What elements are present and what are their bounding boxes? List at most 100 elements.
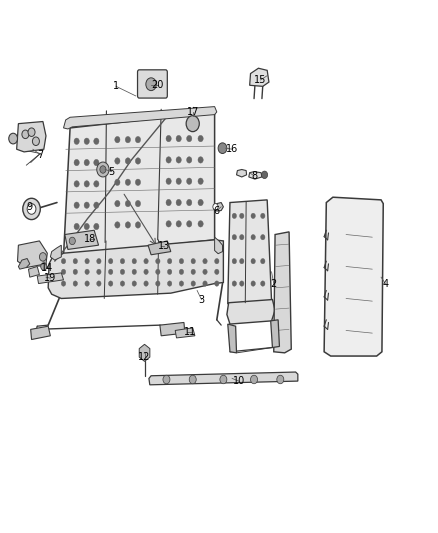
Circle shape (179, 281, 184, 286)
Circle shape (220, 375, 227, 384)
Polygon shape (28, 266, 39, 277)
Circle shape (251, 281, 255, 286)
Circle shape (166, 135, 171, 142)
Circle shape (191, 259, 195, 264)
Circle shape (94, 159, 99, 166)
Circle shape (84, 138, 89, 144)
Circle shape (187, 157, 192, 163)
Circle shape (73, 269, 78, 274)
Text: 1: 1 (113, 82, 119, 91)
Circle shape (109, 269, 113, 274)
Text: 5: 5 (109, 167, 115, 176)
Circle shape (61, 281, 66, 286)
Circle shape (167, 269, 172, 274)
Circle shape (125, 158, 131, 164)
Circle shape (215, 269, 219, 274)
Circle shape (135, 179, 141, 185)
Text: 4: 4 (382, 279, 389, 288)
Circle shape (132, 259, 137, 264)
Circle shape (125, 222, 131, 228)
Polygon shape (237, 169, 247, 177)
Circle shape (22, 130, 29, 139)
Text: 3: 3 (198, 295, 205, 304)
Circle shape (120, 259, 125, 264)
Circle shape (166, 199, 171, 206)
Polygon shape (48, 240, 223, 298)
Text: 14: 14 (41, 263, 53, 272)
Text: 15: 15 (254, 75, 267, 85)
Circle shape (166, 178, 171, 184)
Polygon shape (215, 237, 223, 254)
Circle shape (61, 269, 66, 274)
Circle shape (176, 178, 181, 184)
Circle shape (132, 269, 137, 274)
Circle shape (9, 133, 18, 144)
Circle shape (215, 259, 219, 264)
Circle shape (176, 135, 181, 142)
Circle shape (187, 135, 192, 142)
Circle shape (27, 204, 36, 214)
Circle shape (251, 213, 255, 219)
Circle shape (198, 199, 203, 206)
Polygon shape (64, 112, 215, 256)
Circle shape (135, 136, 141, 143)
Polygon shape (37, 273, 64, 284)
Text: 6: 6 (214, 206, 220, 215)
Polygon shape (175, 328, 195, 338)
Polygon shape (148, 241, 171, 255)
Circle shape (240, 235, 244, 240)
Circle shape (198, 157, 203, 163)
Circle shape (135, 222, 141, 228)
Circle shape (120, 269, 125, 274)
Polygon shape (228, 200, 272, 304)
Polygon shape (31, 326, 50, 340)
Polygon shape (64, 107, 217, 129)
Circle shape (213, 204, 218, 210)
Circle shape (61, 259, 66, 264)
Circle shape (155, 269, 160, 274)
Circle shape (251, 375, 258, 384)
Circle shape (97, 281, 101, 286)
Circle shape (251, 235, 255, 240)
Circle shape (100, 166, 106, 173)
Circle shape (97, 269, 101, 274)
Text: 16: 16 (226, 144, 238, 154)
Text: 8: 8 (251, 171, 257, 181)
Circle shape (115, 136, 120, 143)
Polygon shape (160, 322, 185, 336)
Circle shape (198, 178, 203, 184)
Polygon shape (214, 203, 223, 211)
Circle shape (32, 137, 39, 146)
Circle shape (115, 158, 120, 164)
Circle shape (39, 253, 46, 261)
Circle shape (74, 159, 79, 166)
Circle shape (84, 202, 89, 208)
Circle shape (191, 281, 195, 286)
Text: 20: 20 (152, 80, 164, 90)
Circle shape (28, 128, 35, 136)
Circle shape (167, 281, 172, 286)
Circle shape (74, 138, 79, 144)
Circle shape (74, 202, 79, 208)
Polygon shape (271, 320, 279, 348)
Circle shape (85, 281, 89, 286)
Circle shape (203, 269, 207, 274)
Polygon shape (17, 122, 46, 152)
Circle shape (166, 157, 171, 163)
Text: 10: 10 (233, 376, 245, 386)
Circle shape (85, 269, 89, 274)
FancyBboxPatch shape (138, 70, 167, 98)
Circle shape (146, 78, 156, 91)
Circle shape (189, 375, 196, 384)
Circle shape (251, 259, 255, 264)
Circle shape (203, 281, 207, 286)
Circle shape (176, 221, 181, 227)
Circle shape (94, 181, 99, 187)
Circle shape (232, 213, 237, 219)
Circle shape (187, 199, 192, 206)
Text: 17: 17 (187, 107, 199, 117)
Circle shape (163, 375, 170, 384)
Circle shape (120, 281, 125, 286)
Circle shape (218, 143, 227, 154)
Circle shape (240, 281, 244, 286)
